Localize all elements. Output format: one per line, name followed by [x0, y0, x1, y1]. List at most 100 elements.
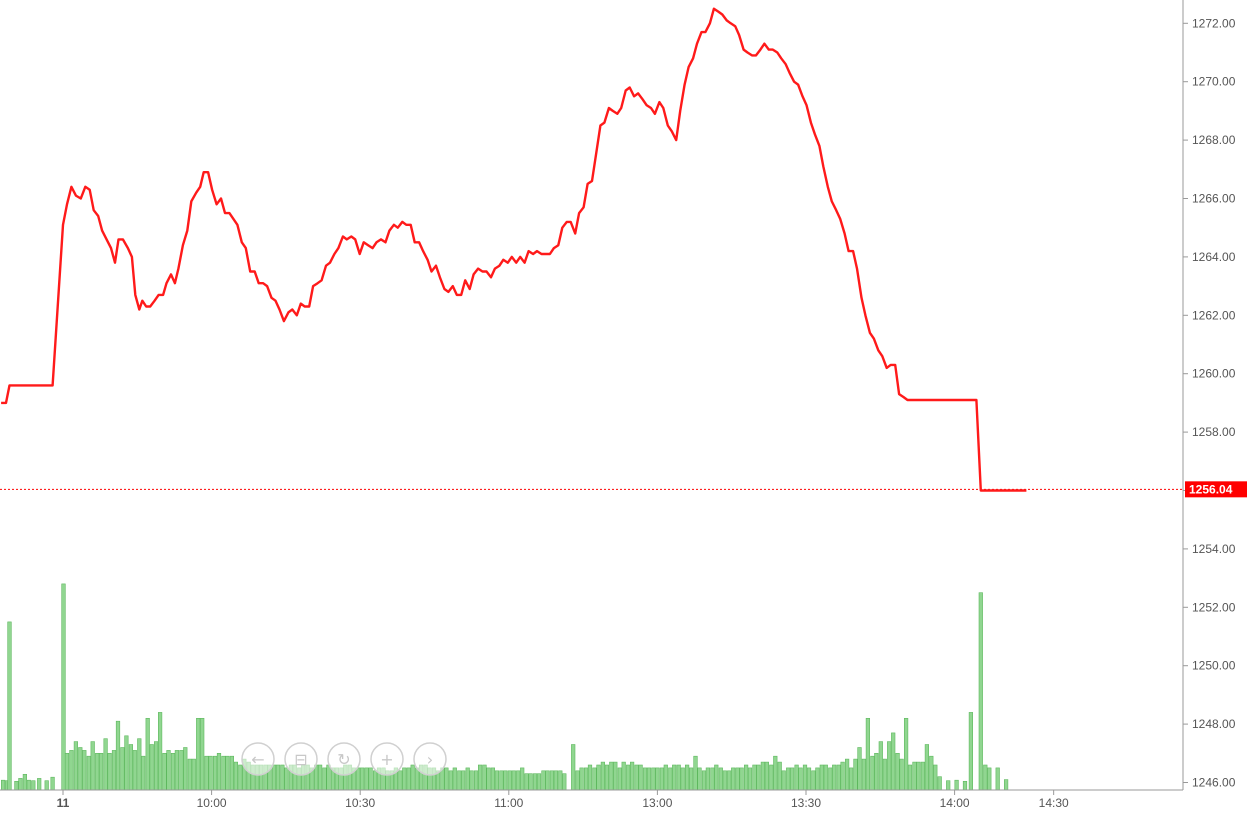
volume-bar-205: [882, 758, 887, 791]
volume-bar-91: [398, 770, 403, 791]
pan-right-button[interactable]: ›: [413, 742, 447, 776]
volume-bar-144: [626, 764, 631, 791]
refresh-button[interactable]: ↻: [327, 742, 361, 776]
volume-bar-73: [322, 767, 327, 791]
volume-bar-82: [360, 767, 365, 791]
volume-bar-175: [756, 764, 761, 791]
volume-bar-172: [743, 764, 749, 791]
volume-bar-24: [115, 720, 121, 791]
volume-bar-147: [638, 764, 643, 791]
volume-bar-106: [461, 770, 466, 791]
volume-bar-108: [469, 770, 474, 791]
volume-bar-178: [769, 764, 774, 791]
volume-bar-192: [828, 767, 833, 791]
volume-bar-19: [95, 752, 100, 791]
x-tick-label-7: 14:30: [1039, 796, 1069, 810]
volume-bar-222: [968, 712, 973, 791]
y-tick-label-4: 1254.00: [1192, 542, 1236, 556]
volume-bar-207: [891, 732, 896, 791]
volume-bar-215: [924, 744, 929, 791]
volume-bar-126: [545, 770, 550, 791]
volume-bar-85: [372, 770, 378, 791]
y-tick-label-11: 1268.00: [1192, 133, 1236, 147]
volume-bar-152: [659, 767, 664, 791]
volume-bar-109: [473, 770, 479, 791]
y-tick-label-13: 1272.00: [1192, 16, 1236, 30]
x-tick-label-4: 13:00: [642, 796, 672, 810]
volume-bar-9: [44, 780, 49, 791]
volume-bar-104: [452, 767, 457, 791]
volume-bar-26: [124, 735, 129, 791]
volume-bar-22: [107, 752, 112, 791]
volume-bar-64: [284, 767, 289, 791]
volume-bar-81: [356, 767, 361, 791]
volume-bar-196: [844, 758, 850, 791]
y-tick-label-10: 1266.00: [1192, 192, 1236, 206]
volume-bar-173: [747, 767, 753, 791]
y-tick-label-2: 1250.00: [1192, 659, 1236, 673]
volume-bar-61: [271, 764, 277, 791]
pan-left-button[interactable]: ←: [241, 742, 275, 776]
current-price-tag-bg: [1185, 481, 1247, 498]
volume-bar-224: [983, 764, 988, 791]
volume-bar-199: [857, 747, 862, 791]
volume-bar-140: [609, 761, 614, 791]
volume-bar-151: [655, 767, 660, 791]
volume-bar-183: [789, 767, 795, 791]
volume-bar-138: [600, 761, 605, 791]
volume-bar-121: [524, 773, 529, 791]
volume-bar-171: [739, 767, 744, 791]
volume-bar-166: [718, 767, 723, 791]
volume-bar-187: [806, 767, 812, 791]
zoom-in-button[interactable]: +: [370, 742, 404, 776]
plus-icon: +: [380, 750, 393, 769]
volume-bar-127: [549, 770, 554, 791]
volume-bar-93: [406, 767, 411, 791]
volume-bar-5: [22, 773, 28, 791]
pan-right-button-circle: [413, 742, 447, 776]
volume-bar-211: [907, 764, 913, 791]
volume-bar-34: [158, 712, 163, 791]
x-tick-label-5: 13:30: [791, 796, 821, 810]
volume-bar-49: [221, 755, 226, 791]
volume-bar-112: [486, 767, 491, 791]
y-tick-label-9: 1264.00: [1192, 250, 1236, 264]
x-axis: 11 10:00 10:30 11:00 13:00 13:30 14:00 14:30: [57, 790, 1069, 810]
volume-bar-44: [200, 717, 205, 791]
reset-zoom-button[interactable]: ⊟: [284, 742, 318, 776]
volume-bar-208: [895, 752, 900, 791]
volume-bar-124: [536, 773, 542, 791]
volume-bar-30: [141, 755, 146, 791]
volume-bar-150: [651, 767, 656, 791]
volume-bars: [0, 583, 1009, 791]
chart-navigation: ← ⊟ ↻ + ›: [241, 742, 447, 776]
volume-bar-133: [579, 767, 584, 791]
volume-bar-122: [528, 773, 533, 791]
volume-bar-164: [710, 767, 715, 791]
volume-bar-206: [887, 741, 892, 791]
volume-bar-186: [802, 764, 808, 791]
volume-bar-188: [811, 770, 816, 791]
volume-bar-198: [853, 758, 858, 791]
volume-bar-221: [962, 780, 968, 791]
volume-bar-177: [764, 761, 769, 791]
volume-bar-141: [613, 761, 618, 791]
volume-bar-63: [280, 764, 285, 791]
volume-bar-125: [541, 770, 546, 791]
volume-bar-36: [166, 750, 171, 791]
volume-bar-153: [663, 764, 668, 791]
volume-bar-53: [238, 764, 243, 791]
volume-bar-15: [78, 747, 83, 791]
volume-bar-72: [317, 764, 323, 791]
volume-bar-41: [187, 758, 192, 791]
volume-bar-118: [511, 770, 516, 791]
volume-bar-155: [672, 764, 677, 791]
volume-bar-139: [604, 764, 609, 791]
volume-bar-225: [987, 767, 992, 791]
volume-bar-25: [120, 747, 125, 791]
volume-bar-156: [676, 764, 681, 791]
volume-bar-74: [326, 764, 331, 791]
reset-icon: ⊟: [294, 750, 307, 769]
volume-bar-20: [99, 752, 104, 791]
